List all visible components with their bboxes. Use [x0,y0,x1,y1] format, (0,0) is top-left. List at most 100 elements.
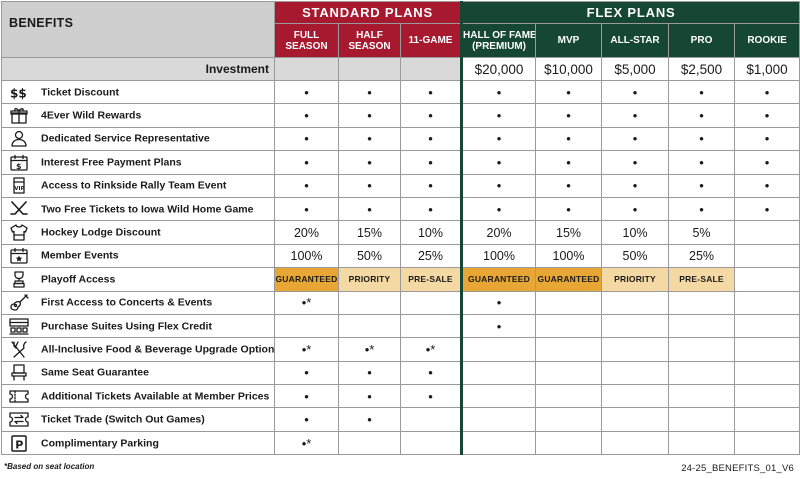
flex-plans-header: FLEX PLANS [460,1,800,24]
benefit-value-cell: • [535,173,603,198]
benefit-row: VIP Access to Rinkside Rally Team Event • •… [1,173,800,198]
trophy-icon [9,271,29,288]
benefit-value-cell: • [460,103,537,128]
benefit-value-cell [734,430,800,456]
hockey-sticks-icon [9,200,29,218]
benefit-value-cell: 20% [274,220,339,245]
benefit-value-cell: 50% [601,243,670,269]
benefits-body: $$ Ticket Discount • • • • • • • • 4Ever Wild Rewa… [1,79,800,456]
plan-column-line1: FULL [293,29,320,41]
benefit-value-cell [601,360,670,386]
svg-text:$: $ [16,162,22,171]
svg-text:VIP: VIP [14,186,24,192]
benefit-value-cell: PRIORITY [601,267,670,292]
investment-value: $10,000 [535,57,603,81]
benefit-value-cell: • [460,150,537,175]
utensils-icon [9,341,29,358]
benefit-value-cell: • [399,79,463,105]
benefit-value-cell: 100% [535,243,603,269]
plan-column-header: MVP [535,23,603,58]
benefit-name-cell: Playoff Access [1,267,275,292]
benefit-value-cell [338,430,401,456]
svg-text:$$: $$ [10,86,27,100]
investment-value: $5,000 [601,57,670,81]
benefit-value-cell [535,430,603,456]
benefit-row: Two Free Tickets to Iowa Wild Home Game •… [1,196,800,222]
benefit-value-cell: • [274,126,339,152]
benefit-value-cell: • [668,173,736,198]
benefit-name-cell: 4Ever Wild Rewards [1,103,275,128]
benefit-value-cell: 25% [668,243,736,269]
benefit-value-cell: 25% [399,243,463,269]
benefit-value-cell: • [274,103,339,128]
benefit-value-cell [460,360,537,386]
benefit-value-cell: 10% [399,220,463,245]
benefit-value-cell [535,337,603,362]
plan-column-header: ROOKIE [734,23,800,58]
benefit-value-cell: • [734,126,800,152]
plan-column-line1: MVP [557,35,580,46]
benefit-row: Member Events 100% 50% 25% 100% 100% 50% 25% [1,243,800,269]
benefit-value-cell: • [460,126,537,152]
benefit-label: Purchase Suites Using Flex Credit [41,320,212,333]
investment-value [399,57,463,81]
calendar-star-icon [9,247,29,265]
plan-column-line1: 11-GAME [408,35,453,46]
svg-text:P: P [15,438,23,451]
benefit-value-cell [460,384,537,409]
benefit-value-cell: • [399,360,463,386]
benefit-name-cell: Same Seat Guarantee [1,360,275,386]
plan-column-header: FULL SEASON [274,23,339,58]
investment-value: $20,000 [460,57,537,81]
benefit-value-cell: • [274,79,339,105]
benefit-value-cell: GUARANTEED [460,267,537,292]
benefit-value-cell [601,313,670,339]
benefit-label: Complimentary Parking [41,437,159,450]
benefit-value-cell: • [668,150,736,175]
benefit-value-cell [668,337,736,362]
benefit-label: Ticket Discount [41,86,119,99]
benefit-label: Ticket Trade (Switch Out Games) [41,413,205,426]
benefit-value-cell [338,290,401,315]
benefit-value-cell: PRIORITY [338,267,401,292]
benefit-label: Same Seat Guarantee [41,366,149,379]
benefit-value-cell [734,220,800,245]
benefit-value-cell [535,384,603,409]
benefit-row: $$ Ticket Discount • • • • • • • • [1,79,800,105]
benefit-value-cell: • [734,79,800,105]
benefit-row: P Complimentary Parking •* [1,430,800,456]
benefits-header: BENEFITS [1,1,275,58]
plan-column-header: HALF SEASON [338,23,401,58]
benefit-value-cell: 50% [338,243,401,269]
benefit-value-cell: • [399,150,463,175]
benefit-value-cell: • [399,103,463,128]
suite-seats-icon [9,317,29,335]
vip-ticket-icon: VIP [9,177,29,194]
benefit-value-cell: 5% [668,220,736,245]
footnote: *Based on seat location [4,462,95,471]
plan-column-line1: HALF [356,29,383,41]
benefit-row: 4Ever Wild Rewards • • • • • • • • [1,103,800,128]
benefit-value-cell [734,337,800,362]
plan-column-header: HALL OF FAME (PREMIUM) [460,23,537,58]
plan-column-line2: (PREMIUM) [472,40,526,52]
benefit-value-cell: •* [274,430,339,456]
benefit-value-cell [668,430,736,456]
benefit-value-cell: • [274,407,339,432]
benefit-value-cell: • [274,384,339,409]
investment-row: Investment $20,000 $10,000 $5,000 $2,500 $1,… [1,57,800,81]
benefit-label: Dedicated Service Representative [41,132,210,145]
benefit-value-cell: • [338,407,401,432]
benefit-label: Two Free Tickets to Iowa Wild Home Game [41,203,254,216]
guitar-icon [9,294,29,311]
benefit-value-cell: • [535,79,603,105]
benefit-value-cell: • [399,384,463,409]
plan-column-header: 11-GAME [399,23,463,58]
plan-column-line2: SEASON [285,40,328,52]
benefits-table: BENEFITS STANDARD PLANS FLEX PLANS FULL S… [1,1,800,456]
benefit-value-cell: • [460,290,537,315]
benefit-value-cell: • [338,196,401,222]
benefit-value-cell [601,290,670,315]
dollar-icon: $$ [9,84,29,101]
benefit-row: $ Interest Free Payment Plans • • • • • • • • [1,150,800,175]
